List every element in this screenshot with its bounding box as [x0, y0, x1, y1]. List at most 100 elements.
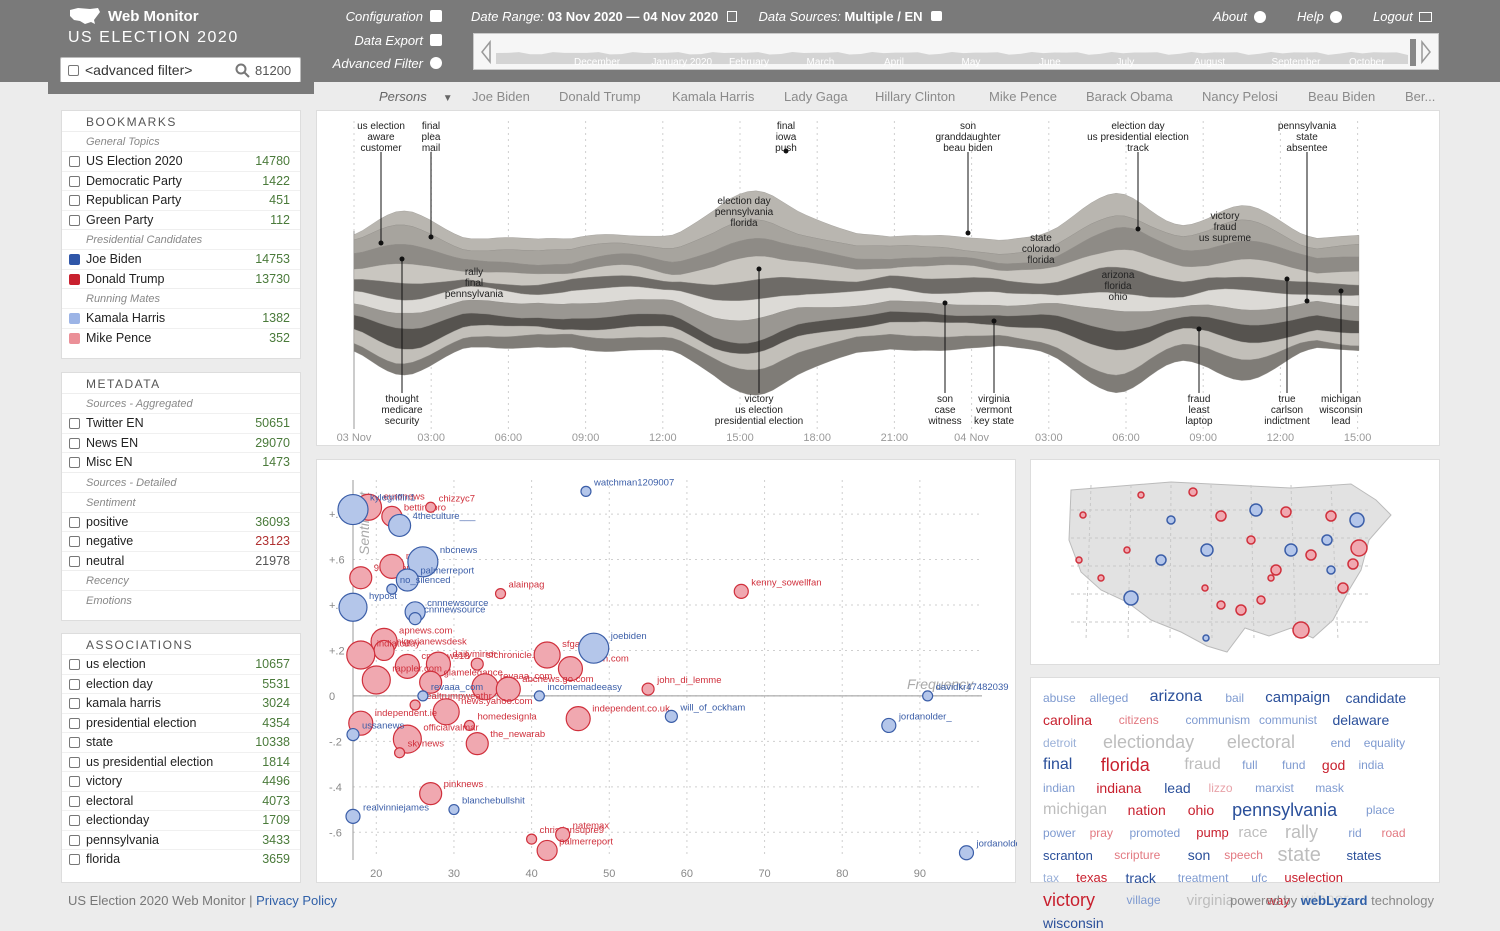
- cloud-word[interactable]: bail: [1225, 690, 1245, 705]
- cloud-word[interactable]: fraud: [1184, 755, 1221, 773]
- cloud-word[interactable]: lizzo: [1208, 780, 1233, 795]
- scatter-point[interactable]: [408, 612, 422, 626]
- scatter-point[interactable]: [409, 699, 421, 711]
- advanced-filter-input[interactable]: <advanced filter> 81200: [60, 57, 301, 83]
- scatter-point-label[interactable]: realvinniejames: [363, 802, 429, 813]
- scatter-point[interactable]: [664, 709, 678, 723]
- map-marker[interactable]: [1188, 487, 1198, 497]
- checkbox[interactable]: [69, 254, 80, 265]
- scatter-point-label[interactable]: watchman1209007: [593, 477, 674, 488]
- scatter-point-label[interactable]: hypost: [369, 591, 397, 602]
- scatter-point-label[interactable]: jordanolder_: [975, 839, 1030, 850]
- person-tab-donald-trump[interactable]: Donald Trump: [559, 89, 641, 104]
- cloud-word[interactable]: alleged: [1089, 690, 1129, 705]
- scatter-point[interactable]: [555, 826, 571, 843]
- checkbox[interactable]: [69, 273, 80, 285]
- scatter-point[interactable]: [495, 676, 521, 702]
- map-marker[interactable]: [1325, 510, 1337, 522]
- scatter-point[interactable]: [419, 670, 443, 694]
- scatter-point-label[interactable]: indiatoday: [377, 639, 421, 650]
- map-marker[interactable]: [1350, 539, 1368, 557]
- scatter-point-label[interactable]: sfchronicle.com: [486, 650, 552, 661]
- checkbox[interactable]: [69, 313, 80, 324]
- advanced-filter-link[interactable]: Advanced Filter: [333, 56, 442, 71]
- cloud-word[interactable]: indiana: [1096, 779, 1142, 796]
- powered-brand[interactable]: webLyzard: [1300, 893, 1368, 908]
- checkbox[interactable]: [69, 418, 80, 429]
- scatter-point[interactable]: [419, 782, 443, 806]
- scatter-point-label[interactable]: ussanews: [362, 721, 404, 732]
- scatter-point-label[interactable]: realtrumpweathr: [423, 691, 492, 702]
- list-item[interactable]: Kamala Harris 1382: [62, 308, 300, 328]
- scatter-point[interactable]: [557, 656, 584, 682]
- cloud-word[interactable]: ohio: [1187, 802, 1215, 819]
- map-marker[interactable]: [1097, 574, 1105, 582]
- map-marker[interactable]: [1305, 549, 1317, 561]
- stream-layer[interactable]: [353, 334, 1360, 396]
- cloud-word[interactable]: final: [1043, 755, 1073, 773]
- list-item[interactable]: negative 23123: [62, 531, 300, 551]
- cloud-word[interactable]: detroit: [1043, 735, 1077, 750]
- scatter-point-label[interactable]: apnews.com: [399, 626, 452, 637]
- checkbox[interactable]: [69, 815, 80, 826]
- data-sources-value[interactable]: Multiple: [844, 9, 894, 24]
- checkbox[interactable]: [69, 678, 80, 690]
- scatter-point[interactable]: [448, 803, 460, 816]
- list-item[interactable]: us presidential election 1814: [62, 751, 300, 772]
- cloud-word[interactable]: arizona: [1149, 688, 1203, 706]
- list-item[interactable]: presidential election 4354: [62, 712, 300, 733]
- scatter-point[interactable]: [958, 845, 975, 861]
- timeline-chart[interactable]: December January 2020 February March April Ma…: [474, 34, 1440, 71]
- help-link[interactable]: Help: [1297, 9, 1343, 24]
- list-item[interactable]: Joe Biden 14753: [62, 249, 300, 269]
- privacy-policy-link[interactable]: Privacy Policy: [256, 893, 338, 908]
- cloud-word[interactable]: scranton: [1043, 847, 1093, 863]
- map-marker[interactable]: [1321, 534, 1333, 546]
- scatter-point[interactable]: [580, 485, 592, 497]
- list-item[interactable]: Democratic Party 1422: [62, 170, 300, 191]
- scatter-point[interactable]: [565, 706, 591, 732]
- us-map[interactable]: [1031, 460, 1441, 666]
- scatter-point-label[interactable]: chizzyc7: [439, 493, 475, 504]
- person-tab-ber-[interactable]: Ber...: [1405, 89, 1436, 104]
- cloud-word[interactable]: rid: [1348, 825, 1362, 840]
- map-marker[interactable]: [1280, 506, 1292, 518]
- cloud-word[interactable]: treatment: [1177, 870, 1229, 885]
- scatter-point[interactable]: [387, 513, 412, 538]
- cloud-word[interactable]: tax: [1043, 870, 1060, 885]
- section-subheader[interactable]: Emotions: [62, 590, 300, 610]
- list-item[interactable]: Mike Pence 352: [62, 327, 300, 348]
- checkbox[interactable]: [69, 214, 80, 226]
- cloud-word[interactable]: delaware: [1332, 712, 1390, 729]
- scatter-point-label[interactable]: palmerreport: [420, 565, 474, 576]
- cloud-word[interactable]: speech: [1224, 848, 1263, 863]
- section-subheader[interactable]: Recency: [62, 570, 300, 590]
- cloud-word[interactable]: nation: [1127, 802, 1166, 819]
- checkbox[interactable]: [69, 834, 80, 846]
- scatter-point[interactable]: [922, 690, 934, 702]
- scatter-point-label[interactable]: rappler.com: [392, 664, 442, 675]
- cloud-word[interactable]: race: [1238, 824, 1268, 841]
- scatter-point[interactable]: [733, 583, 749, 599]
- data-export-link[interactable]: Data Export: [354, 33, 442, 48]
- map-marker[interactable]: [1123, 590, 1139, 606]
- scatter-point-label[interactable]: skynews: [408, 739, 445, 750]
- cloud-word[interactable]: communist: [1258, 713, 1317, 728]
- map-marker[interactable]: [1284, 543, 1298, 557]
- cloud-word[interactable]: campaign: [1265, 689, 1331, 706]
- timeline-slider[interactable]: December January 2020 February March April Ma…: [473, 33, 1439, 70]
- section-subheader[interactable]: Sources - Detailed: [62, 471, 300, 492]
- scatter-point[interactable]: [393, 747, 406, 759]
- map-marker[interactable]: [1202, 634, 1210, 642]
- cloud-word[interactable]: florida: [1100, 754, 1150, 775]
- scatter-point[interactable]: [417, 690, 429, 702]
- cloud-word[interactable]: track: [1125, 869, 1156, 886]
- map-marker[interactable]: [1123, 546, 1131, 554]
- scatter-point[interactable]: [338, 592, 368, 622]
- cloud-word[interactable]: uselection: [1284, 870, 1343, 886]
- section-subheader[interactable]: Sources - Aggregated: [62, 393, 300, 413]
- map-marker[interactable]: [1246, 535, 1256, 545]
- about-link[interactable]: About: [1213, 9, 1266, 24]
- persons-dropdown[interactable]: Persons ▼: [379, 89, 453, 104]
- map-marker[interactable]: [1326, 565, 1336, 575]
